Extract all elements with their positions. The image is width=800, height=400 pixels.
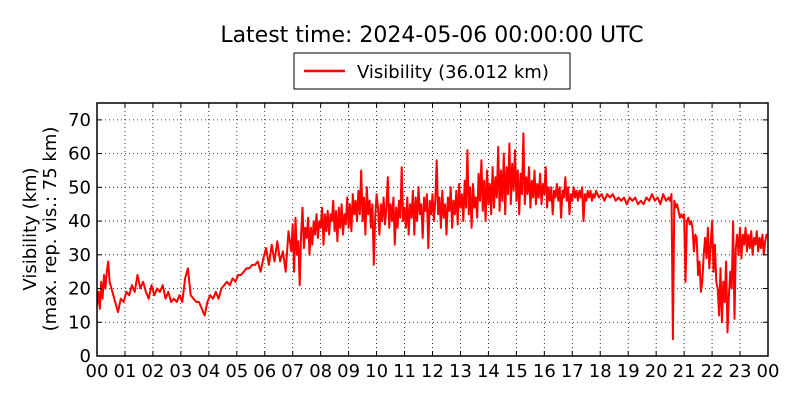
series-line-visibility (97, 132, 768, 341)
y-tick-label: 10 (68, 312, 91, 333)
x-tick-label: 09 (337, 361, 360, 382)
y-tick-label: 0 (80, 346, 91, 367)
y-tick-label: 60 (68, 144, 91, 165)
x-tick-label: 16 (533, 361, 556, 382)
y-tick-label: 40 (68, 211, 91, 232)
y-tick-label: 20 (68, 279, 91, 300)
x-tick-label: 23 (729, 361, 752, 382)
x-tick-label: 07 (281, 361, 304, 382)
y-axis: 0 10 20 30 40 50 60 70 (68, 110, 768, 367)
chart-title: Latest time: 2024-05-06 00:00:00 UTC (220, 23, 643, 48)
legend: Visibility (36.012 km) (293, 52, 571, 90)
x-tick-label: 06 (253, 361, 276, 382)
x-axis: 00 01 02 03 04 05 06 07 08 09 10 11 12 13 14 15 16 17 18 19… (86, 103, 780, 382)
x-tick-label: 03 (169, 361, 192, 382)
x-tick-label: 01 (114, 361, 137, 382)
x-tick-label: 04 (197, 361, 220, 382)
x-tick-label: 19 (617, 361, 640, 382)
x-tick-label: 20 (645, 361, 668, 382)
x-tick-label: 15 (505, 361, 528, 382)
x-tick-label: 17 (561, 361, 584, 382)
x-tick-label: 00 (86, 361, 109, 382)
y-axis-label-line1: Visibility (km) (20, 167, 41, 290)
x-tick-label: 12 (421, 361, 444, 382)
x-tick-label: 21 (673, 361, 696, 382)
x-tick-label: 00 (757, 361, 780, 382)
x-tick-label: 14 (477, 361, 500, 382)
legend-label: Visibility (36.012 km) (357, 62, 549, 83)
x-tick-label: 05 (225, 361, 248, 382)
x-tick-label: 13 (449, 361, 472, 382)
x-tick-label: 18 (589, 361, 612, 382)
y-tick-label: 30 (68, 245, 91, 266)
y-tick-label: 50 (68, 177, 91, 198)
y-tick-label: 70 (68, 110, 91, 131)
x-tick-label: 10 (365, 361, 388, 382)
y-axis-label-line2: (max. rep. vis.: 75 km) (40, 127, 61, 332)
x-tick-label: 11 (393, 361, 416, 382)
x-tick-label: 22 (701, 361, 724, 382)
x-tick-label: 02 (141, 361, 164, 382)
x-tick-label: 08 (309, 361, 332, 382)
